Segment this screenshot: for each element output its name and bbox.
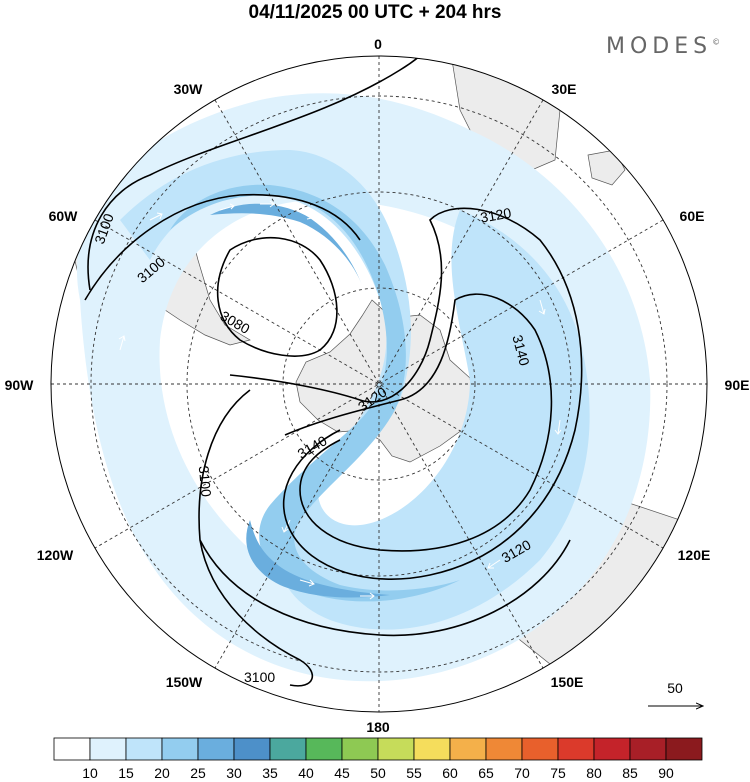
colorbar-swatch — [449, 737, 487, 761]
colorbar-swatch — [53, 737, 91, 761]
colorbar-swatch — [161, 737, 199, 761]
colorbar-swatch — [521, 737, 559, 761]
contour-3120-south — [199, 539, 571, 637]
wind-arrow — [554, 419, 562, 435]
contour-label: 3120 — [479, 204, 513, 225]
map-content: 3100 3100 3080 3120 3140 3120 3140 3100 … — [51, 56, 707, 712]
lon-label-180: 180 — [366, 719, 390, 735]
contour-label: 3100 — [244, 669, 275, 685]
latitude-circle-1 — [282, 287, 476, 481]
wind-arrow — [118, 335, 126, 351]
colorbar-tick-label: 75 — [550, 765, 566, 781]
contour-label: 3140 — [509, 333, 533, 367]
wind-reference: 50 — [648, 680, 703, 706]
colorbar-tick-label: 80 — [586, 765, 602, 781]
wind-reference-label: 50 — [667, 680, 683, 696]
colorbar-tick-label: 50 — [370, 765, 386, 781]
colorbar-tick-label: 70 — [514, 765, 530, 781]
colorbar-swatch — [233, 737, 271, 761]
meridian-30e-150w — [214, 99, 544, 669]
colorbar-swatch — [269, 737, 307, 761]
lon-label-0: 0 — [374, 36, 382, 52]
colorbar-tick-label: 15 — [118, 765, 134, 781]
contour-3100-west — [84, 193, 361, 301]
wind-arrow — [339, 239, 349, 251]
madagascar-land — [587, 149, 626, 186]
colorbar-swatch — [665, 737, 703, 761]
colorbar-swatch — [197, 737, 235, 761]
contour-3100-north — [87, 56, 421, 291]
lon-label-30e: 30E — [552, 81, 577, 97]
brand-logo: MODES© — [606, 34, 720, 59]
lon-label-150w: 150W — [166, 674, 203, 690]
colorbar-tick-label: 65 — [478, 765, 494, 781]
colorbar-swatch — [89, 737, 127, 761]
lon-label-90e: 90E — [725, 377, 750, 393]
colorbar: 10 15 20 25 30 35 40 45 50 55 60 65 70 75 80 85 90 — [53, 737, 703, 781]
wind-arrow — [299, 211, 313, 220]
colorbar-swatch — [305, 737, 343, 761]
wind-arrow — [281, 519, 291, 533]
colorbar-tick-label: 90 — [658, 765, 674, 781]
wind-arrow — [360, 592, 375, 600]
colorbar-swatch — [485, 737, 523, 761]
latitude-circle-2 — [186, 191, 572, 577]
height-contours — [84, 56, 583, 687]
colorbar-tick-label: 85 — [622, 765, 638, 781]
colorbar-tick-label: 35 — [262, 765, 278, 781]
wind-arrow — [538, 299, 546, 315]
colorbar-tick-label: 30 — [226, 765, 242, 781]
contour-3120-center — [229, 207, 583, 580]
copyright-mark: © — [712, 37, 721, 47]
colorbar-swatch — [629, 737, 667, 761]
wind-band-mid — [120, 150, 590, 630]
meridian-60w-120e — [94, 219, 664, 549]
lon-label-60e: 60E — [680, 208, 705, 224]
map-boundary — [50, 55, 708, 713]
wind-band-strong — [170, 184, 460, 602]
colorbar-tick-label: 55 — [406, 765, 422, 781]
meridian-60e-120w — [94, 219, 664, 549]
colorbar-swatch — [341, 737, 379, 761]
wind-speed-shading — [76, 93, 651, 682]
lon-label-120w: 120W — [37, 547, 74, 563]
colorbar-tick-label: 20 — [154, 765, 170, 781]
contour-3080 — [216, 236, 338, 357]
wind-arrow — [260, 200, 275, 208]
graticule — [51, 56, 707, 712]
colorbar-tick-label: 60 — [442, 765, 458, 781]
longitude-labels: 0 30E 60E 90E 120E 150E 180 150W 120W 90… — [5, 36, 750, 735]
colorbar-swatch — [413, 737, 451, 761]
wind-arrow — [487, 559, 501, 569]
colorbar-swatch — [377, 737, 415, 761]
wind-arrow — [219, 203, 235, 211]
colorbar-swatch — [557, 737, 595, 761]
latitude-circle-3 — [90, 95, 668, 673]
map-title: 04/11/2025 00 UTC + 204 hrs — [248, 2, 502, 23]
colorbar-swatch — [125, 737, 163, 761]
wind-arrow — [149, 212, 163, 221]
colorbar-tick-label: 40 — [298, 765, 314, 781]
colorbar-tick-label: 25 — [190, 765, 206, 781]
lon-label-120e: 120E — [678, 547, 711, 563]
wind-arrow — [299, 579, 315, 587]
contour-3140-center — [284, 293, 553, 552]
contour-label: 3100 — [196, 465, 215, 498]
lon-label-30w: 30W — [174, 81, 204, 97]
colorbar-tick-label: 10 — [82, 765, 98, 781]
wind-vectors — [118, 200, 562, 600]
lon-label-90w: 90W — [5, 377, 35, 393]
lon-label-60w: 60W — [49, 208, 79, 224]
lon-label-150e: 150E — [551, 674, 584, 690]
colorbar-swatch — [593, 737, 631, 761]
colorbar-tick-label: 45 — [334, 765, 350, 781]
brand-text: MODES — [606, 34, 713, 59]
contour-3100-south — [198, 389, 314, 687]
